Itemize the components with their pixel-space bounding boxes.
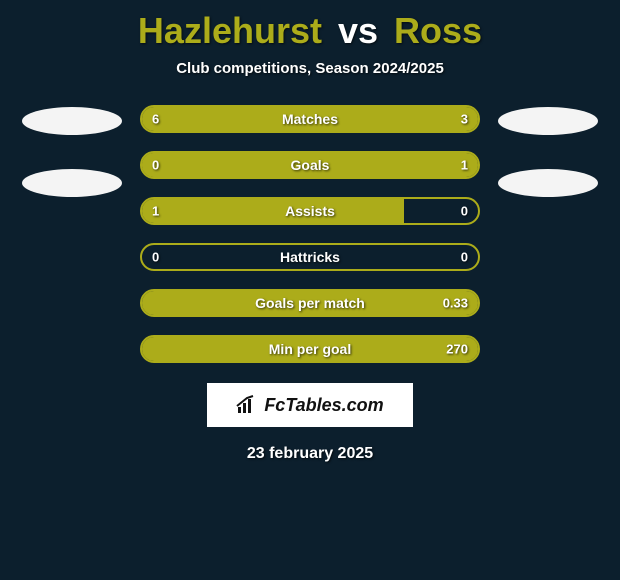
- stat-bar-value-left: 0: [152, 158, 159, 173]
- stat-bar-label: Goals: [291, 157, 330, 173]
- title-vs: vs: [338, 10, 378, 51]
- page-title: Hazlehurst vs Ross: [0, 0, 620, 52]
- stat-bars: Matches63Goals01Assists10Hattricks00Goal…: [140, 105, 480, 363]
- chart-icon: [236, 395, 258, 415]
- stat-bar: Goals per match 0.33: [140, 289, 480, 317]
- stat-bar-value-left: 1: [152, 204, 159, 219]
- stat-bar-label: Hattricks: [280, 249, 340, 265]
- stat-bar-fill-left: [142, 199, 404, 223]
- avatar-placeholder: [498, 107, 598, 135]
- stat-bar-value-right: 0: [461, 250, 468, 265]
- avatar-placeholder: [22, 107, 122, 135]
- branding-text: FcTables.com: [264, 395, 383, 416]
- avatar-placeholder: [498, 169, 598, 197]
- stat-bar-value-right: 0: [461, 204, 468, 219]
- stat-bar-value-right: 0.33: [443, 296, 468, 311]
- right-avatar-column: [498, 105, 598, 197]
- stat-bar-label: Goals per match: [255, 295, 365, 311]
- left-avatar-column: [22, 105, 122, 197]
- branding-badge: FcTables.com: [207, 383, 413, 427]
- stat-bar-label: Min per goal: [269, 341, 351, 357]
- stat-bar-value-right: 3: [461, 112, 468, 127]
- stat-bar-value-right: 270: [446, 342, 468, 357]
- stat-bar-value-left: 6: [152, 112, 159, 127]
- avatar-placeholder: [22, 169, 122, 197]
- stat-bar-value-left: 0: [152, 250, 159, 265]
- stat-bar: Matches 6 3: [140, 105, 480, 133]
- title-player-right: Ross: [394, 10, 482, 51]
- stat-bar: Assists 1 0: [140, 197, 480, 225]
- stat-bar-value-right: 1: [461, 158, 468, 173]
- stat-bar-label: Assists: [285, 203, 335, 219]
- date-label: 23 february 2025: [0, 445, 620, 463]
- subtitle: Club competitions, Season 2024/2025: [0, 60, 620, 77]
- stat-bar-label: Matches: [282, 111, 338, 127]
- stat-bar: Min per goal 270: [140, 335, 480, 363]
- title-player-left: Hazlehurst: [138, 10, 322, 51]
- stat-bar: Hattricks 0 0: [140, 243, 480, 271]
- stat-bar: Goals 0 1: [140, 151, 480, 179]
- comparison-content: Matches63Goals01Assists10Hattricks00Goal…: [0, 105, 620, 363]
